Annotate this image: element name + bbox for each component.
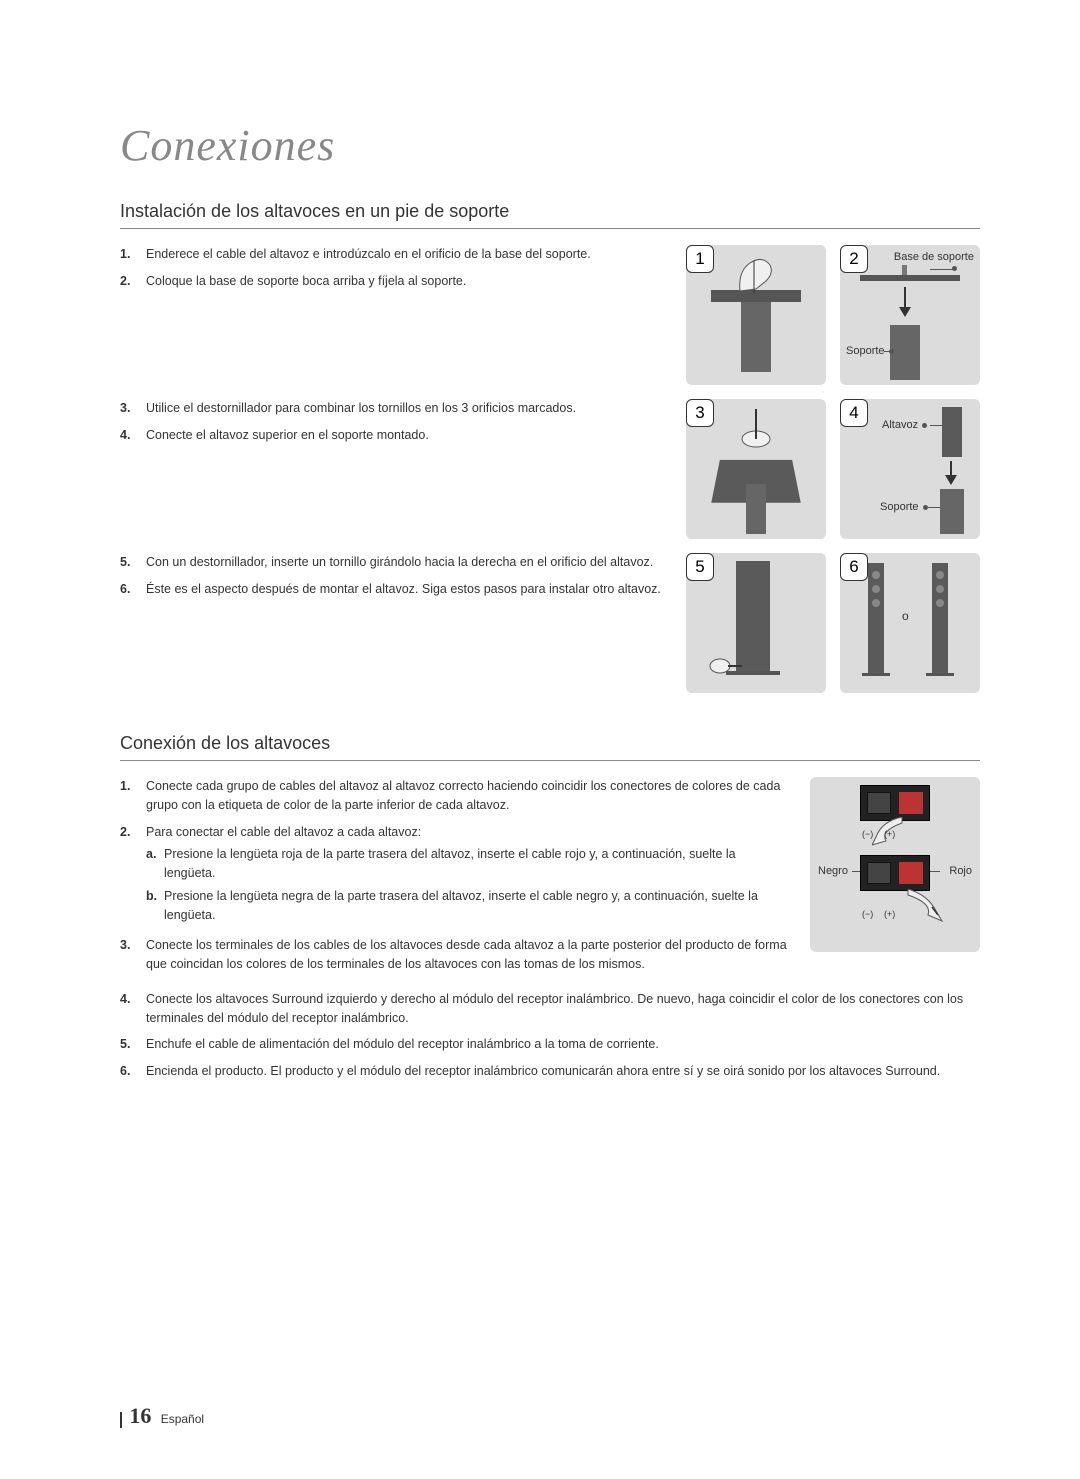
figure-number: 5 (686, 553, 714, 581)
section1-heading: Instalación de los altavoces en un pie d… (120, 201, 980, 222)
step-list: 5.Con un destornillador, inserte un torn… (120, 553, 670, 599)
step-text: Con un destornillador, inserte un tornil… (146, 553, 670, 572)
instruction-row: 5.Con un destornillador, inserte un torn… (120, 553, 980, 693)
step-item: 3.Utilice el destornillador para combina… (120, 399, 670, 418)
figure-number: 3 (686, 399, 714, 427)
step-item: 3.Conecte los terminales de los cables d… (120, 936, 790, 974)
figure-1: 1 (686, 245, 826, 385)
step-item: 2.Coloque la base de soporte boca arriba… (120, 272, 670, 291)
step-number: 2. (120, 823, 146, 929)
instruction-row: 3.Utilice el destornillador para combina… (120, 399, 980, 539)
instruction-row: 1.Enderece el cable del altavoz e introd… (120, 245, 980, 385)
label-minus: (−) (862, 829, 873, 839)
section2-heading: Conexión de los altavoces (120, 733, 980, 754)
step-item: 1.Conecte cada grupo de cables del altav… (120, 777, 790, 815)
figure-number: 2 (840, 245, 868, 273)
substep-item: b.Presione la lengüeta negra de la parte… (146, 887, 790, 925)
label-rojo: Rojo (949, 865, 972, 877)
step-item: 2. Para conectar el cable del altavoz a … (120, 823, 790, 929)
figure-3: 3 (686, 399, 826, 539)
figure-6: 6 o (840, 553, 980, 693)
figure-4: 4 Altavoz Soporte (840, 399, 980, 539)
step-text: Coloque la base de soporte boca arriba y… (146, 272, 670, 291)
label-plus: (+) (884, 829, 895, 839)
page-number: 16 (129, 1403, 151, 1428)
label-base-soporte: Base de soporte (894, 251, 974, 263)
section2-content: 1.Conecte cada grupo de cables del altav… (120, 777, 980, 982)
step-text: Conecte los altavoces Surround izquierdo… (146, 990, 980, 1028)
label-negro: Negro (818, 865, 848, 877)
label-plus: (+) (884, 909, 895, 919)
step-text: Conecte los terminales de los cables de … (146, 936, 790, 974)
step-item: 5.Con un destornillador, inserte un torn… (120, 553, 670, 572)
step-text: Conecte cada grupo de cables del altavoz… (146, 777, 790, 815)
step-number: 3. (120, 936, 146, 974)
label-altavoz: Altavoz (882, 419, 931, 431)
page-footer: 16 Español (120, 1403, 204, 1429)
label-o: o (902, 609, 909, 623)
page-title: Conexiones (120, 120, 980, 171)
figure-number: 1 (686, 245, 714, 273)
step-item: 4.Conecte los altavoces Surround izquier… (120, 990, 980, 1028)
figure-5: 5 (686, 553, 826, 693)
step-item: 1.Enderece el cable del altavoz e introd… (120, 245, 670, 264)
step-number: 5. (120, 553, 146, 572)
figure-terminals: (−) (+) Negro Rojo (−) (+) (810, 777, 980, 952)
step-text: Utilice el destornillador para combinar … (146, 399, 670, 418)
figure-2: 2 Base de soporte Soporte (840, 245, 980, 385)
label-soporte: Soporte (880, 501, 932, 513)
footer-bar-icon (120, 1412, 122, 1428)
step-item: 4.Conecte el altavoz superior en el sopo… (120, 426, 670, 445)
step-text: Encienda el producto. El producto y el m… (146, 1062, 980, 1081)
step-item: 6.Encienda el producto. El producto y el… (120, 1062, 980, 1081)
section1-divider (120, 228, 980, 229)
step-item: 5.Enchufe el cable de alimentación del m… (120, 1035, 980, 1054)
section2-divider (120, 760, 980, 761)
step-list: 3.Utilice el destornillador para combina… (120, 399, 670, 445)
step-number: 3. (120, 399, 146, 418)
footer-lang: Español (161, 1412, 204, 1426)
step-number: 4. (120, 990, 146, 1028)
substep-letter: a. (146, 845, 164, 883)
substep-letter: b. (146, 887, 164, 925)
step-number: 6. (120, 1062, 146, 1081)
step-text: Para conectar el cable del altavoz a cad… (146, 823, 790, 929)
step-number: 5. (120, 1035, 146, 1054)
figure-number: 6 (840, 553, 868, 581)
step-number: 1. (120, 245, 146, 264)
step-number: 6. (120, 580, 146, 599)
substep-text: Presione la lengüeta roja de la parte tr… (164, 845, 790, 883)
step-text: Enderece el cable del altavoz e introdúz… (146, 245, 670, 264)
step-list: 1.Conecte cada grupo de cables del altav… (120, 777, 790, 974)
step-text: Conecte el altavoz superior en el soport… (146, 426, 670, 445)
label-minus: (−) (862, 909, 873, 919)
step-text: Enchufe el cable de alimentación del mód… (146, 1035, 980, 1054)
step-list: 1.Enderece el cable del altavoz e introd… (120, 245, 670, 291)
step-item: 6.Éste es el aspecto después de montar e… (120, 580, 670, 599)
step-list-continued: 4.Conecte los altavoces Surround izquier… (120, 990, 980, 1081)
substep-item: a.Presione la lengüeta roja de la parte … (146, 845, 790, 883)
substep-text: Presione la lengüeta negra de la parte t… (164, 887, 790, 925)
figure-number: 4 (840, 399, 868, 427)
step-number: 4. (120, 426, 146, 445)
step-text: Éste es el aspecto después de montar el … (146, 580, 670, 599)
step-number: 1. (120, 777, 146, 815)
step-number: 2. (120, 272, 146, 291)
